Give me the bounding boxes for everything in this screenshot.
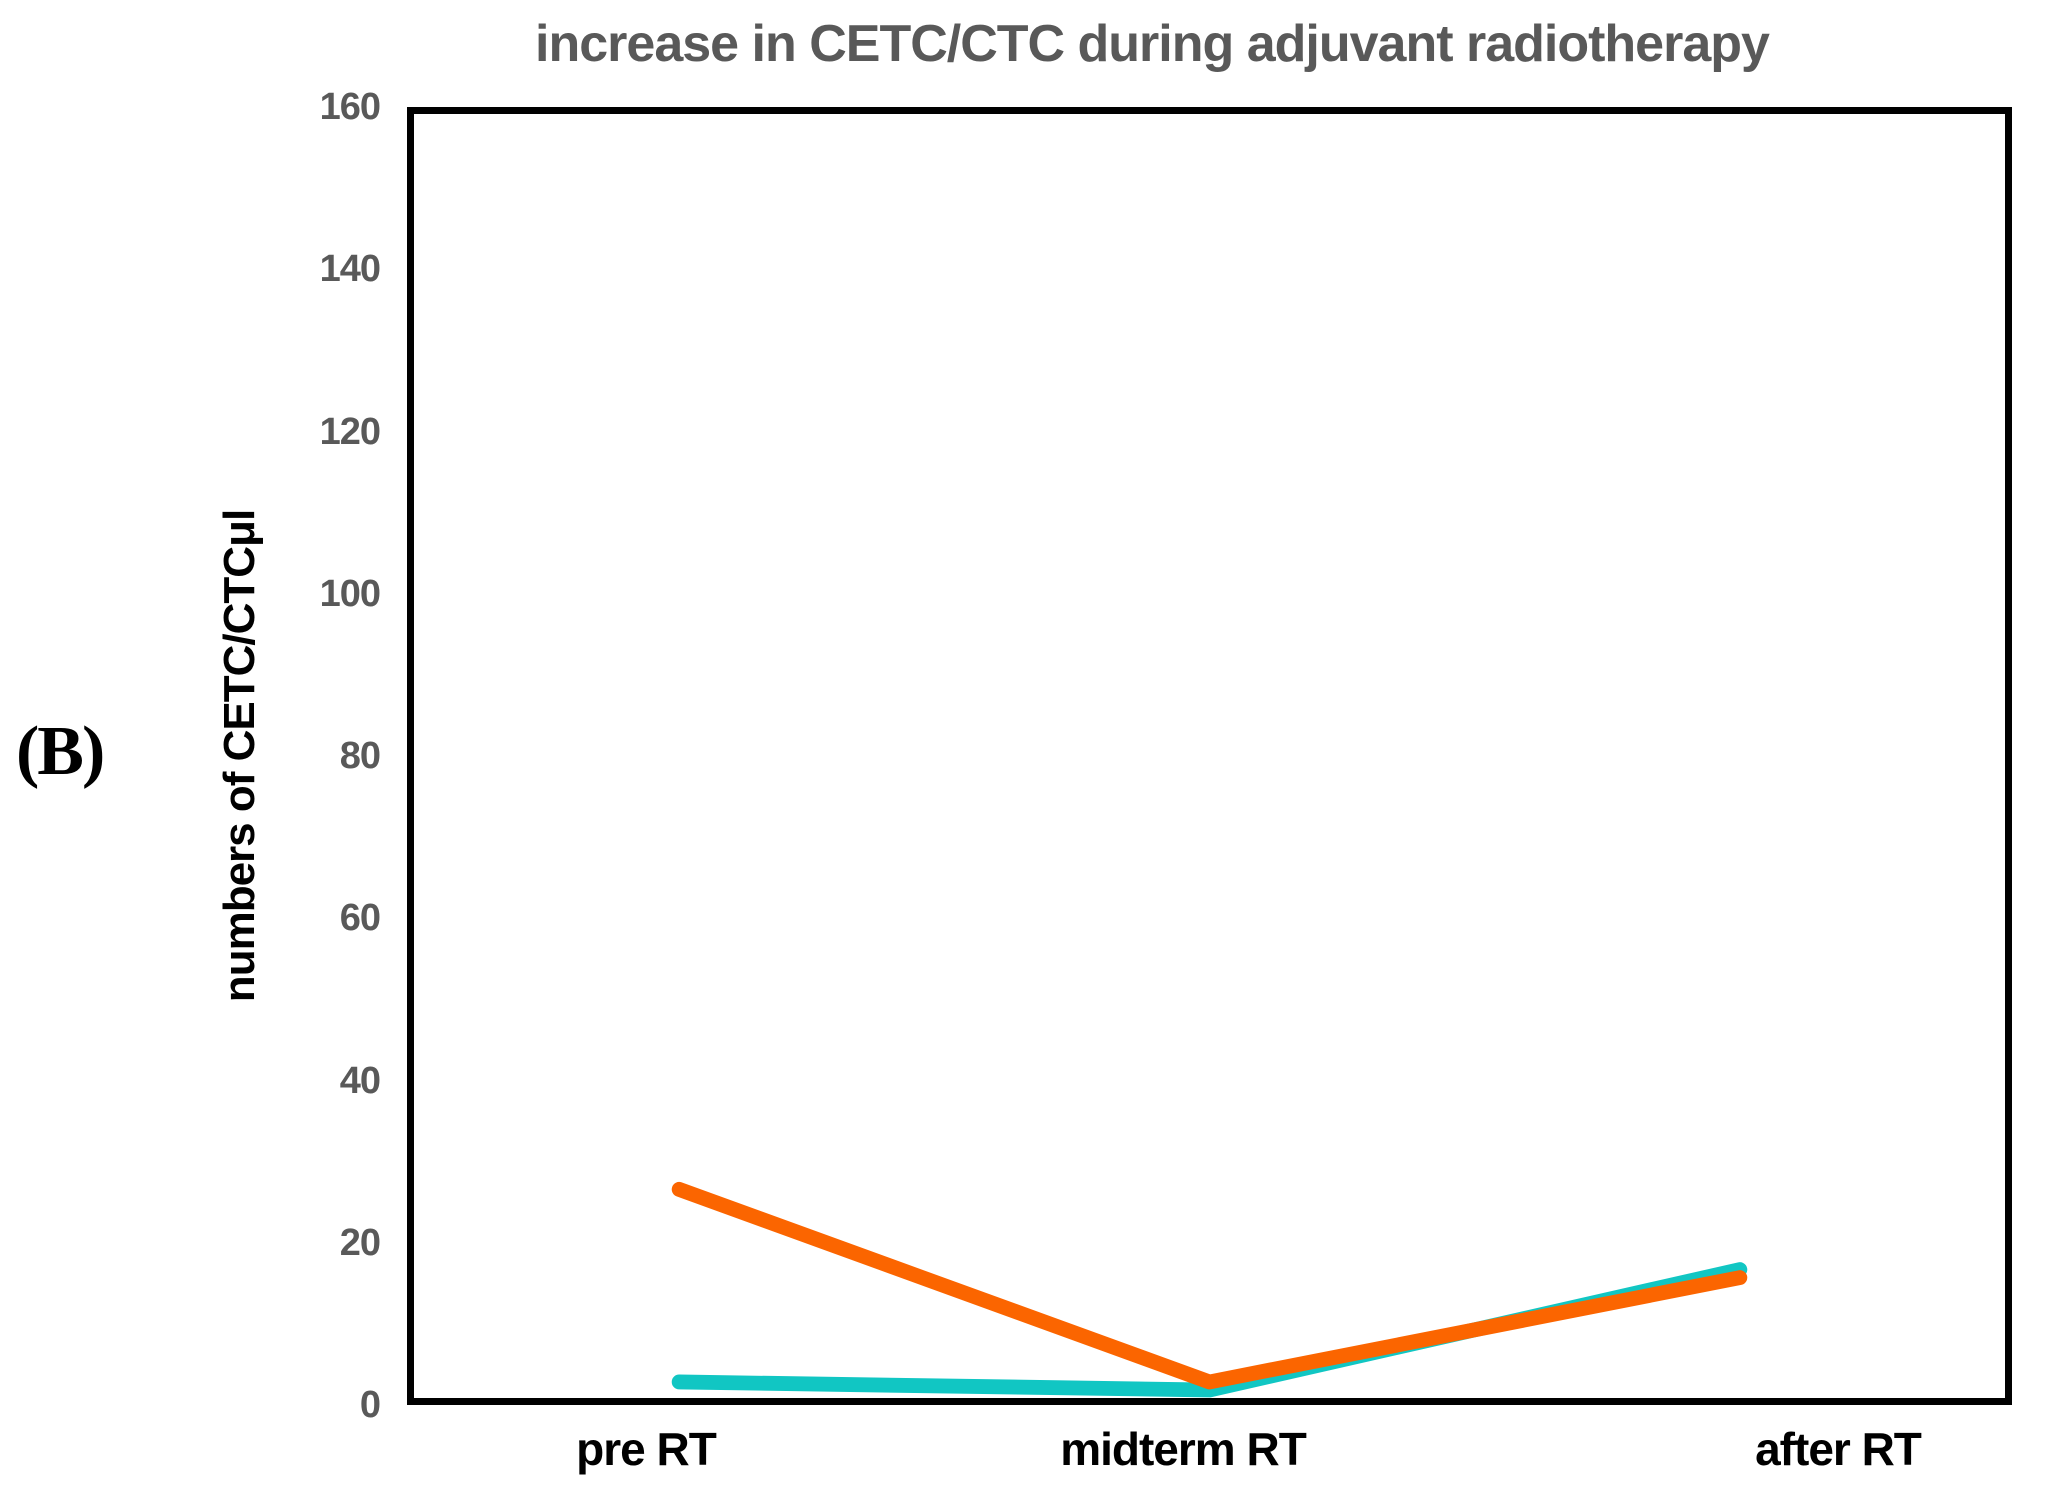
y-axis-tick-label: 100 <box>319 572 381 615</box>
y-axis-tick-label: 140 <box>319 248 381 291</box>
x-axis-category-label: pre RT <box>576 1423 717 1475</box>
plot-area <box>407 107 2012 1405</box>
y-axis-tick-label: 40 <box>339 1059 381 1102</box>
series-line-orange-series <box>671 1181 1748 1390</box>
y-axis-tick-label: 120 <box>319 410 381 453</box>
panel-label: (B) <box>16 713 105 790</box>
y-axis-tick-label: 60 <box>339 897 381 940</box>
x-axis-category-label: after RT <box>1755 1423 1922 1475</box>
y-axis-tick-label: 160 <box>319 86 381 128</box>
x-axis-category-label: midterm RT <box>1060 1423 1307 1475</box>
series-line-cyan-series <box>671 1262 1748 1398</box>
y-axis-tick-label: 80 <box>339 735 381 777</box>
series-plot <box>671 1181 1748 1398</box>
y-axis-tick-label: 20 <box>339 1221 381 1264</box>
chart-title: increase in CETC/CTC during adjuvant rad… <box>535 15 1770 73</box>
y-axis-tick-label: 0 <box>359 1384 381 1426</box>
